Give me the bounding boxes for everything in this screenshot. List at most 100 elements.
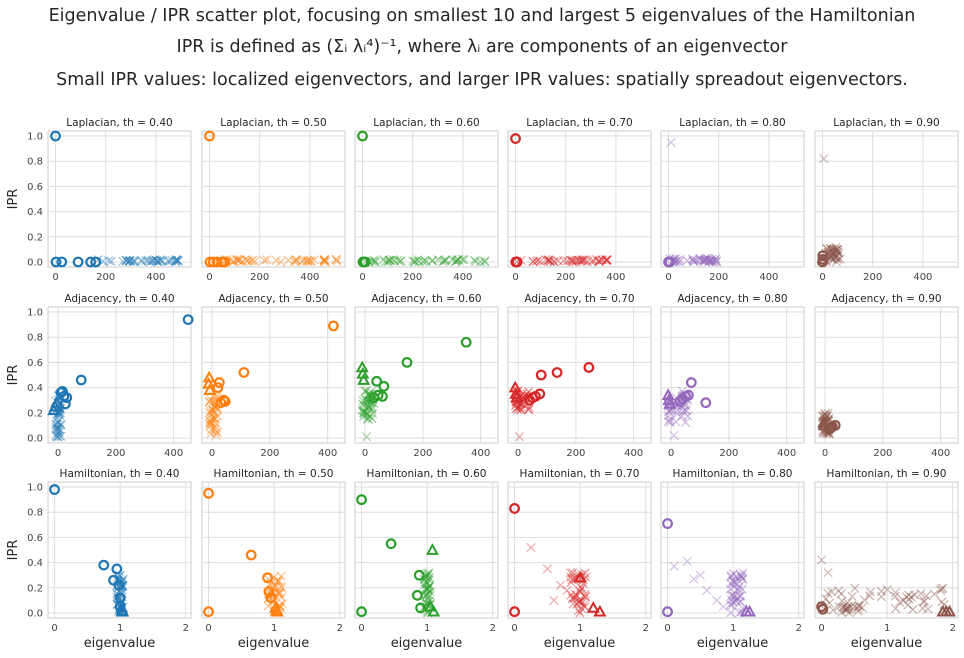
- bulk-eigenvalue-point: [572, 590, 582, 600]
- bulk-eigenvalue-point: [732, 592, 743, 602]
- panel-title: Hamiltonian, th = 0.60: [367, 468, 487, 480]
- x-tick-label: 0: [206, 272, 212, 283]
- bulk-eigenvalue-point: [703, 254, 714, 265]
- bulk-eigenvalue-point: [56, 419, 66, 430]
- bulk-eigenvalue-point: [301, 256, 312, 266]
- largest-eigenvalue-point: [509, 387, 523, 399]
- bulk-eigenvalue-point: [155, 255, 166, 266]
- bulk-eigenvalue-point: [419, 580, 429, 590]
- panel-marks: [661, 377, 712, 441]
- bulk-eigenvalue-point: [211, 418, 221, 428]
- bulk-eigenvalue-point: [827, 245, 837, 256]
- bulk-eigenvalue-point: [277, 592, 287, 603]
- bulk-eigenvalue-point: [291, 255, 302, 265]
- smallest-eigenvalue-point: [700, 397, 712, 409]
- bulk-eigenvalue-point: [726, 591, 737, 601]
- bulk-eigenvalue-point: [320, 255, 330, 266]
- panel-frame: [660, 481, 805, 619]
- bulk-eigenvalue-point: [510, 401, 520, 411]
- smallest-eigenvalue-point: [817, 254, 829, 265]
- bulk-eigenvalue-point: [277, 583, 287, 593]
- bulk-eigenvalue-point: [725, 599, 735, 610]
- bulk-eigenvalue-point: [393, 255, 403, 265]
- x-tick-label: 0: [818, 623, 824, 634]
- bulk-eigenvalue-point: [361, 432, 372, 442]
- bulk-eigenvalue-point: [820, 409, 830, 419]
- smallest-eigenvalue-point: [49, 484, 60, 495]
- smallest-eigenvalue-point: [50, 130, 61, 142]
- smallest-eigenvalue-point: [460, 336, 472, 348]
- smallest-eigenvalue-point: [113, 579, 125, 591]
- bulk-eigenvalue-point: [562, 256, 572, 266]
- bulk-eigenvalue-point: [363, 402, 374, 412]
- bulk-eigenvalue-point: [516, 405, 526, 415]
- panel-title: Adjacency, th = 0.40: [64, 293, 174, 305]
- x-tick-label: 1: [884, 623, 890, 634]
- panel-frame: [660, 306, 805, 444]
- bulk-eigenvalue-point: [580, 589, 590, 599]
- bulk-eigenvalue-point: [735, 597, 745, 607]
- bulk-eigenvalue-point: [832, 252, 842, 262]
- bulk-eigenvalue-point: [241, 254, 251, 265]
- bulk-eigenvalue-point: [440, 256, 450, 266]
- bulk-eigenvalue-point: [277, 598, 287, 609]
- bulk-eigenvalue-point: [580, 255, 590, 265]
- bulk-eigenvalue-point: [663, 416, 673, 427]
- bulk-eigenvalue-point: [738, 574, 748, 584]
- panel-frame: [47, 306, 192, 444]
- bulk-eigenvalue-point: [729, 577, 739, 587]
- bulk-eigenvalue-point: [726, 607, 736, 618]
- bulk-eigenvalue-point: [205, 419, 215, 429]
- bulk-eigenvalue-point: [389, 256, 399, 266]
- bulk-eigenvalue-point: [361, 386, 371, 396]
- bulk-eigenvalue-point: [319, 256, 329, 266]
- smallest-eigenvalue-point: [368, 392, 380, 404]
- bulk-eigenvalue-point: [331, 254, 341, 265]
- bulk-eigenvalue-point: [567, 256, 577, 267]
- bulk-eigenvalue-point: [591, 254, 601, 265]
- bulk-eigenvalue-point: [535, 256, 546, 267]
- x-tick-label: 0: [515, 448, 521, 459]
- x-tick-label: 0: [511, 623, 517, 634]
- bulk-eigenvalue-point: [738, 603, 748, 614]
- bulk-eigenvalue-point: [903, 600, 913, 610]
- y-tick-label: 0.2: [27, 232, 43, 243]
- bulk-eigenvalue-point: [833, 254, 843, 265]
- bulk-eigenvalue-point: [125, 255, 135, 265]
- smallest-eigenvalue-point: [114, 601, 126, 613]
- x-tick-label: 2: [796, 623, 802, 634]
- bulk-eigenvalue-point: [225, 255, 236, 265]
- bulk-eigenvalue-point: [545, 257, 556, 267]
- bulk-eigenvalue-point: [738, 568, 748, 578]
- bulk-eigenvalue-point: [731, 571, 741, 581]
- bulk-eigenvalue-point: [513, 404, 523, 415]
- bulk-eigenvalue-point: [842, 603, 852, 613]
- bulk-eigenvalue-point: [451, 256, 461, 266]
- bulk-eigenvalue-point: [423, 584, 433, 594]
- bulk-eigenvalue-point: [52, 427, 63, 438]
- bulk-eigenvalue-point: [367, 413, 377, 424]
- bulk-eigenvalue-point: [269, 582, 279, 593]
- smallest-eigenvalue-point: [50, 256, 62, 268]
- bulk-eigenvalue-point: [438, 256, 448, 267]
- x-tick-label: 0: [359, 272, 365, 283]
- x-tick-label: 200: [106, 448, 125, 459]
- bulk-eigenvalue-point: [853, 606, 863, 616]
- y-tick-label: 0.0: [27, 608, 43, 619]
- bulk-eigenvalue-point: [363, 401, 373, 411]
- bulk-eigenvalue-point: [306, 256, 316, 266]
- bulk-eigenvalue-point: [421, 257, 431, 267]
- bulk-eigenvalue-point: [735, 591, 745, 602]
- bulk-eigenvalue-point: [302, 256, 313, 266]
- smallest-eigenvalue-point: [263, 586, 275, 597]
- bulk-eigenvalue-point: [359, 406, 369, 416]
- bulk-eigenvalue-point: [736, 571, 746, 581]
- panel-marks: [357, 130, 490, 268]
- figure-title-line-1: Eigenvalue / IPR scatter plot, focusing …: [48, 6, 916, 26]
- bulk-eigenvalue-point: [271, 255, 281, 266]
- panel-title: Laplacian, th = 0.50: [220, 117, 326, 129]
- y-tick-label: 0.8: [27, 508, 43, 519]
- bulk-eigenvalue-point: [698, 255, 709, 266]
- panel-marks: [662, 518, 757, 618]
- bulk-eigenvalue-point: [369, 255, 379, 265]
